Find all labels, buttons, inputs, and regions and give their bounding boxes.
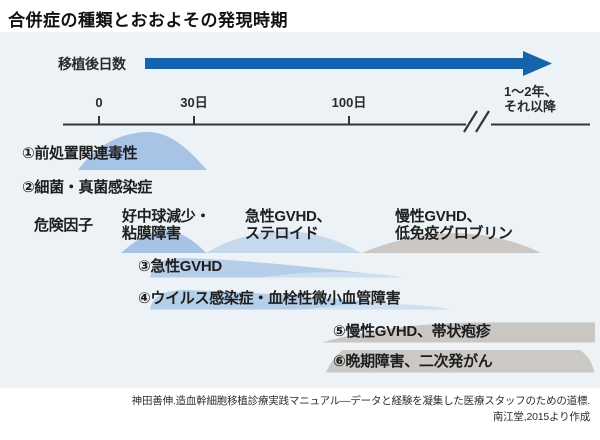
curve-1-pretreatment-toxicity [78, 131, 207, 170]
risk-label-acute-gvhd: 急性GVHD、 ステロイド [245, 208, 332, 242]
row-label-3: ③急性GVHD [138, 258, 222, 275]
curve-risk-chronic-gvhd [362, 233, 541, 253]
risk-label-acute-gvhd-line1: 急性GVHD、 [245, 208, 332, 225]
curve-risk-neutropenia [121, 230, 206, 253]
footer-citation-line2: 南江堂,2015より作成 [492, 411, 590, 423]
risk-label-neutropenia: 好中球減少・ 粘膜障害 [122, 208, 211, 242]
axis-break-icon [463, 110, 490, 133]
risk-label-chronic-gvhd: 慢性GVHD、 低免疫グロブリン [395, 208, 513, 242]
row-label-1: ①前処置関連毒性 [22, 145, 138, 162]
risk-label-acute-gvhd-line2: ステロイド [245, 225, 319, 242]
tick-label-100: 100日 [331, 95, 367, 110]
row-label-5: ⑤慢性GVHD、帯状疱疹 [333, 323, 491, 340]
axis-end-label-line1: 1～2年、 [504, 84, 558, 99]
timeline-arrow-icon [145, 51, 552, 76]
footer-citation: 神田善伸.造血幹細胞移植診療実践マニュアル―データと経験を凝集した医療スタッフの… [30, 393, 591, 425]
axis-end-label: 1～2年、 それ以降 [504, 84, 557, 114]
risk-label-neutropenia-line1: 好中球減少・ [122, 208, 211, 225]
risk-factor-label: 危険因子 [34, 217, 93, 234]
risk-label-chronic-gvhd-line1: 慢性GVHD、 [395, 208, 482, 225]
curve-3-acute-gvhd-tail [262, 271, 402, 278]
curve-4-viral-tma-tail [305, 303, 452, 310]
curve-risk-acute-gvhd [206, 231, 361, 253]
tick-label-30: 30日 [180, 95, 208, 110]
timeline-arrow-label: 移植後日数 [58, 56, 126, 72]
risk-label-chronic-gvhd-line2: 低免疫グロブリン [395, 225, 513, 242]
row-label-4: ④ウイルス感染症・血栓性微小血管障害 [138, 290, 401, 307]
time-axis [63, 110, 590, 133]
axis-end-label-line2: それ以降 [504, 99, 557, 114]
row-label-6: ⑥晩期障害、二次発がん [333, 353, 493, 370]
curve-6-late-effects [326, 350, 595, 373]
footer-citation-line1: 神田善伸.造血幹細胞移植診療実践マニュアル―データと経験を凝集した医療スタッフの… [131, 395, 591, 407]
risk-label-neutropenia-line2: 粘膜障害 [122, 225, 181, 242]
tick-label-0: 0 [95, 95, 103, 110]
row-label-2: ②細菌・真菌感染症 [22, 179, 153, 196]
page-title: 合併症の種類とおおよその発現時期 [8, 11, 288, 30]
curve-5-chronic-gvhd [322, 322, 595, 343]
